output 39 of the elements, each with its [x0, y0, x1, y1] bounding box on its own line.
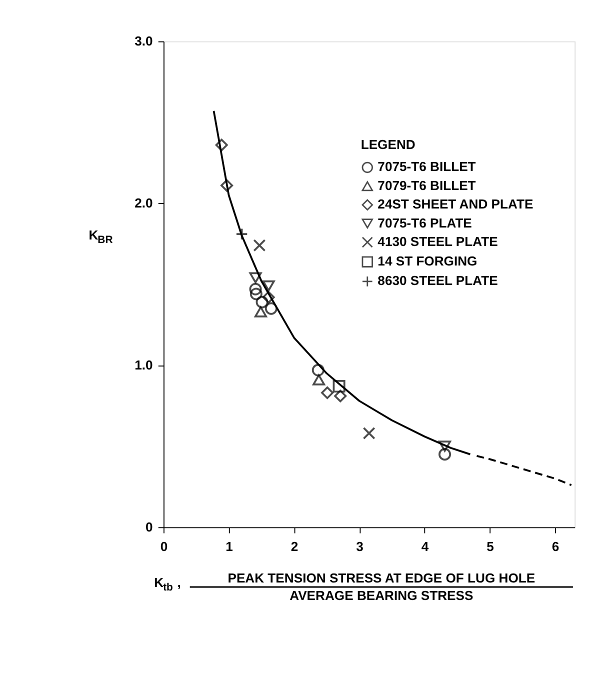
- point: [256, 296, 268, 308]
- point: [262, 280, 275, 292]
- point: [249, 272, 262, 284]
- point: [215, 138, 228, 152]
- point: [253, 239, 266, 252]
- x-tick-label: 3: [356, 539, 364, 554]
- legend-label: 7075-T6 BILLET: [378, 159, 476, 174]
- x-tick-label: 2: [290, 539, 298, 554]
- x-tick-label: 4: [421, 539, 430, 554]
- point: [334, 390, 347, 402]
- x-tick-label: 0: [160, 539, 168, 554]
- y-tick-label: 1.0: [134, 357, 153, 372]
- legend-label: 4130 STEEL PLATE: [378, 234, 498, 249]
- point: [312, 364, 324, 376]
- legend-label: 7079-T6 BILLET: [378, 178, 476, 193]
- point: [438, 448, 452, 461]
- x-tick-label: 1: [226, 539, 233, 554]
- point: [438, 440, 452, 452]
- point: [362, 427, 376, 440]
- point: [250, 288, 262, 300]
- x-tick-label: 5: [486, 539, 494, 554]
- legend-title: LEGEND: [360, 136, 416, 152]
- point: [321, 386, 334, 400]
- legend-label: 7075-T6 PLATE: [378, 215, 472, 230]
- line-series: [476, 455, 572, 486]
- point: [332, 380, 346, 393]
- point: [254, 306, 268, 318]
- x-tick-label: 6: [552, 539, 560, 554]
- legend-label: 24ST SHEET AND PLATE: [378, 196, 534, 212]
- y-tick-label: 2.0: [134, 195, 153, 210]
- legend-label: 8630 STEEL PLATE: [378, 273, 498, 288]
- point: [262, 290, 275, 304]
- point: [312, 374, 326, 386]
- point: [220, 179, 234, 192]
- point: [264, 302, 278, 315]
- y-tick-label: 3.0: [134, 34, 153, 49]
- legend-label: 14 ST FORGING: [378, 254, 478, 269]
- y-tick-label: 0: [145, 519, 153, 534]
- point: [249, 282, 262, 296]
